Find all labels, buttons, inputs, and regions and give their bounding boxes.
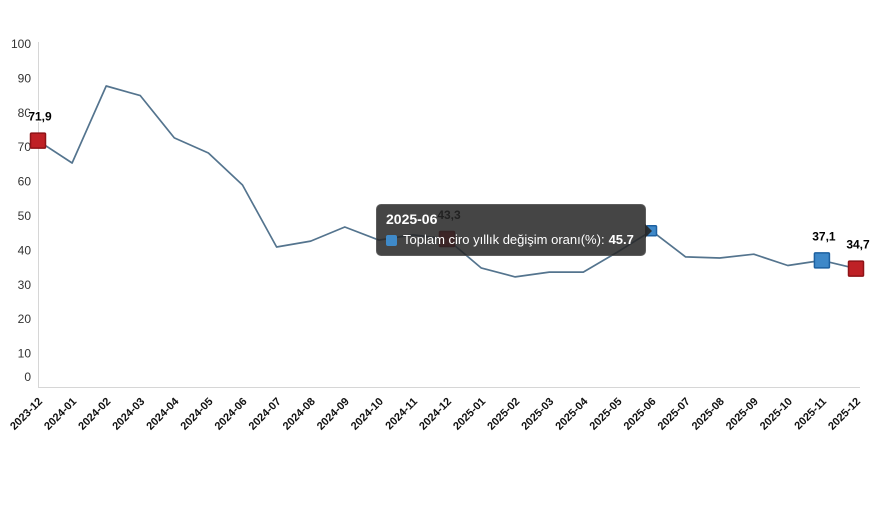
x-axis-label: 2024-04 xyxy=(144,395,182,433)
x-axis-label: 2024-11 xyxy=(383,396,420,433)
data-point-label: 34,7 xyxy=(846,238,870,252)
data-point-label: 37,1 xyxy=(812,229,836,243)
x-axis-label: 2024-06 xyxy=(213,396,250,433)
tooltip-value: 45.7 xyxy=(608,232,634,247)
tooltip-series-row: Toplam ciro yıllık değişim oranı(%): 45.… xyxy=(386,232,636,248)
x-axis-label: 2025-05 xyxy=(588,396,625,433)
data-point-label: 71,9 xyxy=(28,110,52,124)
tooltip-series-label: Toplam ciro yıllık değişim oranı(%): xyxy=(403,232,605,247)
x-axis-label: 2024-05 xyxy=(179,396,216,433)
x-axis-label: 2024-09 xyxy=(315,396,352,433)
data-point-marker-2025-12[interactable] xyxy=(847,260,865,277)
x-axis-label: 2023-12 xyxy=(8,396,45,433)
y-axis-label: 40 xyxy=(18,243,32,257)
series-swatch-icon xyxy=(386,234,397,246)
y-axis-label: 90 xyxy=(18,71,32,85)
chart-tooltip: 2025-06 Toplam ciro yıllık değişim oranı… xyxy=(376,204,652,256)
x-axis-label: 2025-12 xyxy=(826,396,863,433)
x-axis-label: 2025-04 xyxy=(553,395,591,433)
x-axis-label: 2025-09 xyxy=(724,396,761,433)
x-axis-label: 2025-11 xyxy=(792,396,829,433)
y-axis-label: 100 xyxy=(11,37,31,51)
y-axis-label: 30 xyxy=(18,278,32,292)
x-axis-label: 2025-01 xyxy=(451,396,488,433)
x-axis-label: 2025-02 xyxy=(485,396,522,433)
x-axis-label: 2024-03 xyxy=(110,396,147,433)
y-axis-label: 50 xyxy=(18,209,32,223)
y-axis-label: 20 xyxy=(18,312,32,326)
x-axis-label: 2025-08 xyxy=(690,396,727,433)
x-axis-label: 2024-07 xyxy=(247,396,284,433)
x-axis-label: 2025-07 xyxy=(656,396,693,433)
y-axis-label: 80 xyxy=(18,106,32,120)
x-axis-label: 2024-02 xyxy=(76,396,113,433)
tooltip-period: 2025-06 xyxy=(386,211,438,227)
y-axis-label: 10 xyxy=(18,347,32,361)
x-axis-label: 2025-06 xyxy=(622,396,659,433)
x-axis-label: 2024-01 xyxy=(42,396,79,433)
y-axis-label: 70 xyxy=(18,140,32,154)
data-point-marker-2025-11[interactable] xyxy=(813,252,831,269)
x-axis-label: 2025-10 xyxy=(758,396,795,433)
y-axis-label: 60 xyxy=(18,175,32,189)
x-axis-label: 2025-03 xyxy=(519,396,556,433)
data-point-marker-2023-12[interactable] xyxy=(29,132,47,149)
x-axis-label: 2024-10 xyxy=(349,396,386,433)
x-axis-label: 2024-08 xyxy=(281,396,318,433)
tooltip-arrow-icon xyxy=(645,224,652,238)
y-axis-label: 0 xyxy=(24,370,31,384)
x-axis-label: 2024-12 xyxy=(417,396,454,433)
